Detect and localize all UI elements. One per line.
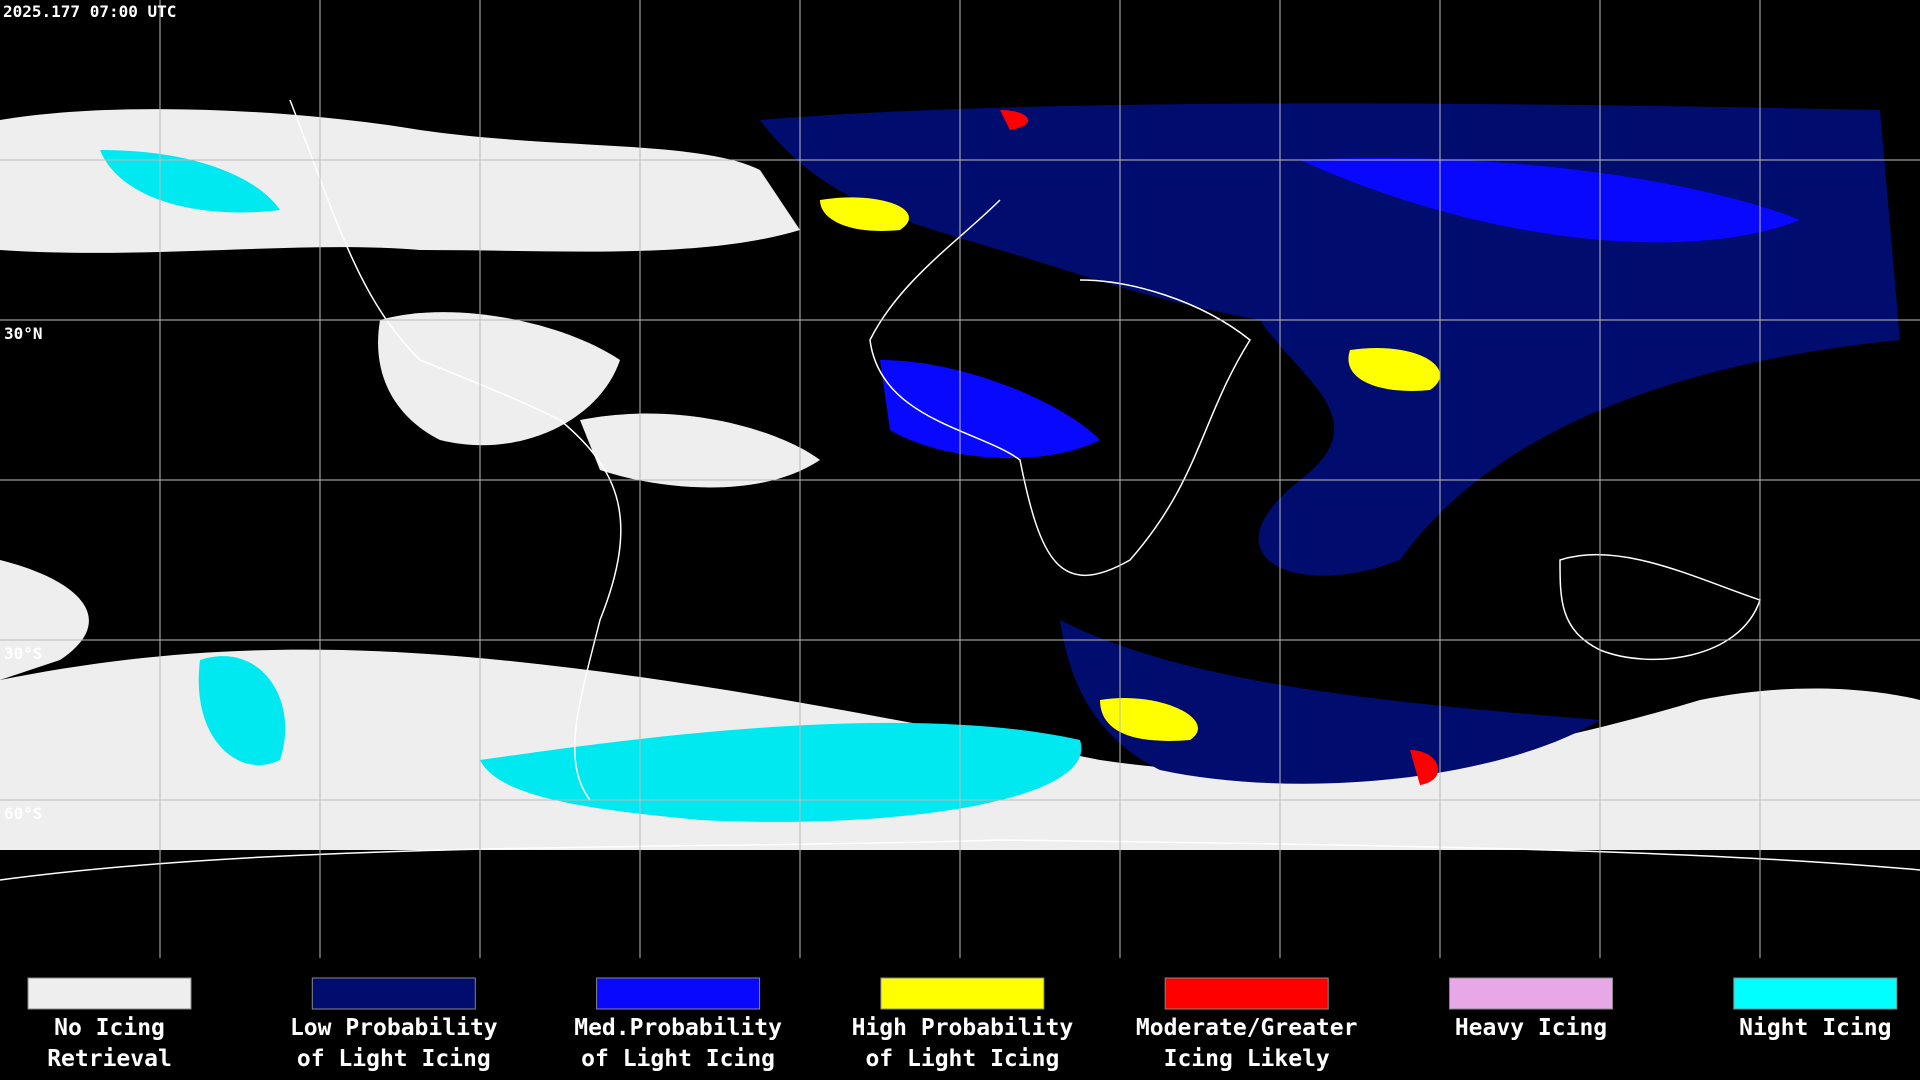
coastline [0, 839, 1920, 881]
latitude-label: 60°S [4, 804, 43, 823]
night-icing-area [480, 722, 1082, 822]
legend-label: Icing Likely [1164, 1046, 1330, 1072]
legend-swatch [1449, 977, 1613, 1010]
legend: No Icing Retrieval Low Probability of Light… [27, 977, 1898, 1072]
legend-swatch [1164, 977, 1329, 1010]
no-icing-area [0, 109, 800, 253]
night-icing-area [100, 150, 280, 213]
legend-label: Heavy Icing [1455, 1015, 1607, 1041]
no-icing-area [0, 560, 89, 680]
latitude-label: 30°S [4, 644, 43, 663]
legend-label: of Light Icing [865, 1046, 1059, 1072]
legend-label: Night Icing [1739, 1015, 1891, 1041]
legend-label: of Light Icing [581, 1046, 775, 1072]
legend-label: Low Probability [290, 1015, 498, 1041]
legend-label: Med.Probability [574, 1015, 782, 1041]
legend-label: Retrieval [47, 1046, 172, 1072]
no-icing-area [378, 312, 620, 446]
med-probability-area [880, 360, 1100, 459]
legend-swatch [311, 977, 476, 1010]
legend-swatch [596, 977, 761, 1010]
coastline [869, 199, 1251, 577]
legend-label: No Icing [54, 1015, 165, 1041]
legend-swatch [1733, 977, 1898, 1010]
timestamp: 2025.177 07:00 UTC [3, 2, 176, 21]
coastline [1559, 553, 1761, 661]
night-icing-area [198, 656, 286, 766]
med-probability-area [1300, 158, 1800, 243]
low-probability-area [1060, 620, 1600, 784]
legend-swatch [27, 977, 192, 1010]
graticule [0, 0, 1920, 958]
coastline [289, 99, 622, 801]
legend-label: High Probability [852, 1015, 1074, 1041]
legend-swatch [880, 977, 1045, 1010]
coastlines [0, 99, 1920, 881]
legend-label: of Light Icing [297, 1046, 491, 1072]
latitude-label: 30°N [4, 324, 43, 343]
legend-label: Moderate/Greater [1136, 1015, 1358, 1041]
